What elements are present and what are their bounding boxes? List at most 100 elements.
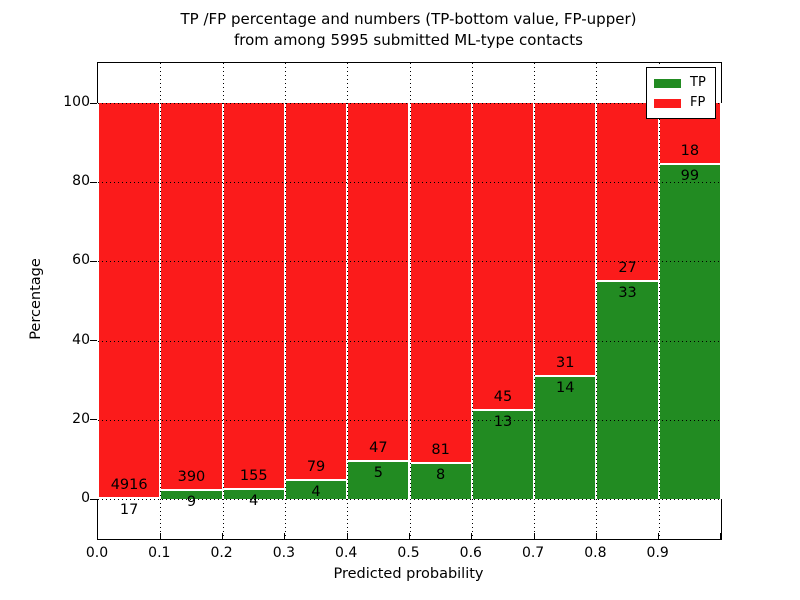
bar-segment-fp bbox=[222, 103, 285, 490]
tp-swatch-icon bbox=[654, 78, 681, 88]
y-tick-label: 100 bbox=[63, 94, 90, 110]
y-tick-mark bbox=[89, 419, 97, 421]
y-tick-mark bbox=[89, 340, 97, 342]
x-tick-label: 0.5 bbox=[397, 545, 420, 561]
bar-seam bbox=[98, 496, 161, 499]
x-tick-mark bbox=[533, 533, 535, 539]
y-tick-label: 60 bbox=[72, 252, 90, 269]
y-tick-label: 80 bbox=[72, 173, 90, 190]
fp-count-label: 47 bbox=[369, 439, 388, 456]
bar-edge bbox=[97, 103, 99, 499]
tp-count-label: 9 bbox=[186, 494, 197, 511]
x-tick-mark bbox=[408, 533, 411, 539]
fp-count-label: 155 bbox=[239, 468, 268, 485]
gridline-vertical bbox=[347, 63, 349, 539]
gridline-vertical bbox=[160, 63, 162, 539]
bar-seam bbox=[658, 162, 721, 165]
fp-count-label: 81 bbox=[431, 442, 450, 459]
chart-title-line1: TP /FP percentage and numbers (TP-bottom… bbox=[180, 10, 637, 28]
bar-seam bbox=[284, 478, 348, 481]
stacked-bar bbox=[408, 103, 473, 499]
bar-segment-fp bbox=[534, 103, 597, 376]
fp-swatch-icon bbox=[654, 98, 681, 108]
gridline-vertical bbox=[471, 63, 473, 539]
tp-count-label: 5 bbox=[373, 464, 383, 481]
bar-seam bbox=[160, 489, 223, 492]
y-tick-label: 0 bbox=[81, 490, 90, 506]
stacked-bar bbox=[470, 103, 536, 499]
fp-count-label: 27 bbox=[618, 260, 637, 277]
y-tick-mark bbox=[89, 498, 97, 500]
gridline-vertical bbox=[534, 63, 536, 539]
stacked-bar bbox=[533, 103, 598, 499]
legend-item-tp: TP bbox=[654, 73, 706, 93]
bar-segment-fp bbox=[284, 103, 348, 480]
x-axis-label: Predicted probability bbox=[333, 566, 484, 582]
fp-count-label: 31 bbox=[556, 354, 575, 371]
stacked-bar bbox=[657, 103, 722, 499]
gridline-vertical bbox=[596, 63, 598, 539]
chart-title-line2: from among 5995 submitted ML-type contac… bbox=[234, 31, 583, 49]
gridline-vertical bbox=[222, 63, 224, 539]
y-tick-label: 20 bbox=[72, 410, 90, 427]
x-tick-mark bbox=[346, 533, 348, 539]
tp-count-label: 4 bbox=[311, 483, 321, 500]
tp-count-label: 13 bbox=[493, 414, 513, 431]
x-tick-mark bbox=[159, 533, 161, 539]
stacked-bar bbox=[283, 103, 349, 499]
stacked-bar bbox=[221, 103, 286, 499]
bar-seam bbox=[534, 374, 597, 377]
fp-count-label: 4916 bbox=[110, 476, 148, 493]
y-tick-label: 40 bbox=[72, 331, 90, 348]
x-tick-label: 0.1 bbox=[148, 545, 171, 561]
x-tick-label: 0.4 bbox=[335, 545, 358, 561]
bar-segment-tp bbox=[471, 410, 535, 499]
y-tick-mark bbox=[89, 260, 97, 263]
x-tick-label: 0.2 bbox=[210, 545, 233, 561]
fp-count-label: 18 bbox=[680, 142, 700, 159]
tp-count-label: 33 bbox=[618, 285, 637, 302]
legend-label-tp: TP bbox=[690, 75, 706, 90]
x-tick-mark bbox=[284, 533, 286, 539]
bar-segment-fp bbox=[160, 103, 223, 491]
bar-edge bbox=[719, 103, 722, 499]
tp-count-label: 99 bbox=[680, 167, 700, 184]
x-tick-label: 0.0 bbox=[85, 545, 109, 561]
bar-segment-fp bbox=[596, 103, 659, 282]
x-tick-mark bbox=[658, 533, 660, 539]
y-tick-mark bbox=[89, 102, 97, 104]
gridline-vertical bbox=[409, 63, 411, 539]
gridline-vertical bbox=[284, 63, 286, 539]
bar-seam bbox=[471, 409, 535, 412]
chart-title: TP /FP percentage and numbers (TP-bottom… bbox=[97, 9, 720, 51]
bar-seam bbox=[222, 488, 285, 491]
bar-segment-tp bbox=[409, 463, 472, 499]
bar-segment-fp bbox=[409, 103, 472, 464]
bar-seam bbox=[347, 459, 410, 462]
plot-area: 4916 17 390 9 155 4 79 4 47 5 81 8 45 13 31 14 27 33 18 99 … bbox=[89, 62, 722, 540]
bar-segment-tp bbox=[658, 163, 721, 499]
fp-count-label: 390 bbox=[177, 469, 206, 486]
y-axis-label: Percentage bbox=[28, 258, 44, 340]
gridline-vertical bbox=[658, 63, 660, 539]
stacked-bar bbox=[97, 103, 162, 499]
stacked-bar bbox=[159, 103, 224, 499]
tp-count-label: 8 bbox=[436, 467, 446, 484]
x-tick-mark bbox=[595, 533, 597, 539]
bar-segment-tp bbox=[284, 479, 348, 499]
bar-segment-fp bbox=[347, 103, 410, 461]
tp-count-label: 14 bbox=[556, 379, 575, 396]
bar-segment-fp bbox=[98, 103, 161, 498]
legend: TP FP bbox=[646, 67, 716, 119]
x-tick-mark bbox=[471, 533, 473, 539]
bar-segment-tp bbox=[596, 281, 659, 499]
bar-segment-tp bbox=[160, 490, 223, 499]
bar-segment-tp bbox=[534, 375, 597, 499]
x-tick-label: 0.7 bbox=[521, 545, 545, 561]
fp-count-label: 79 bbox=[306, 458, 326, 475]
bar-seam bbox=[409, 462, 472, 465]
fp-count-label: 45 bbox=[493, 389, 513, 406]
legend-item-fp: FP bbox=[654, 93, 706, 113]
x-tick-label: 0.6 bbox=[459, 545, 482, 561]
